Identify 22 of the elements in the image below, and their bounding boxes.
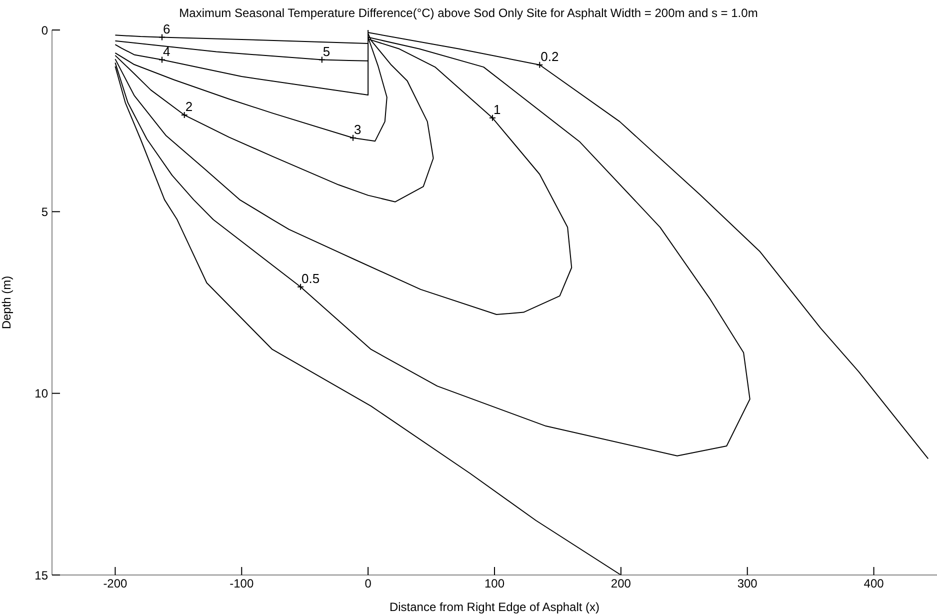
annotation: 0.2	[540, 48, 559, 64]
x-tick-label: 100	[484, 576, 505, 591]
y-tick-label: 0	[41, 23, 48, 38]
x-axis-title: Distance from Right Edge of Asphalt (x)	[389, 600, 600, 614]
annotation: 3	[354, 122, 362, 137]
x-tick-label: 400	[864, 576, 884, 591]
x-tick-label: 0	[364, 576, 372, 591]
x-tick-label: 200	[610, 576, 632, 591]
annotation: 6	[162, 21, 170, 36]
annotation: 4	[162, 44, 170, 59]
annotation: 1	[493, 102, 501, 117]
y-axis-title: Depth (m)	[0, 276, 14, 330]
x-tick-label: -200	[103, 576, 128, 591]
annotation: 2	[185, 99, 193, 114]
x-tick-label: -100	[230, 576, 254, 591]
y-tick-label: 15	[34, 568, 48, 582]
annotation: 5	[322, 44, 330, 59]
y-tick-label: 10	[34, 386, 48, 401]
annotation: 0.5	[302, 270, 320, 286]
chart-title: Maximum Seasonal Temperature Difference(°C) above Sod Only Site for Asphalt Width = 200m and s = 1.0m	[178, 6, 759, 20]
y-tick-label: 5	[41, 204, 48, 219]
x-tick-label: 300	[737, 576, 758, 591]
